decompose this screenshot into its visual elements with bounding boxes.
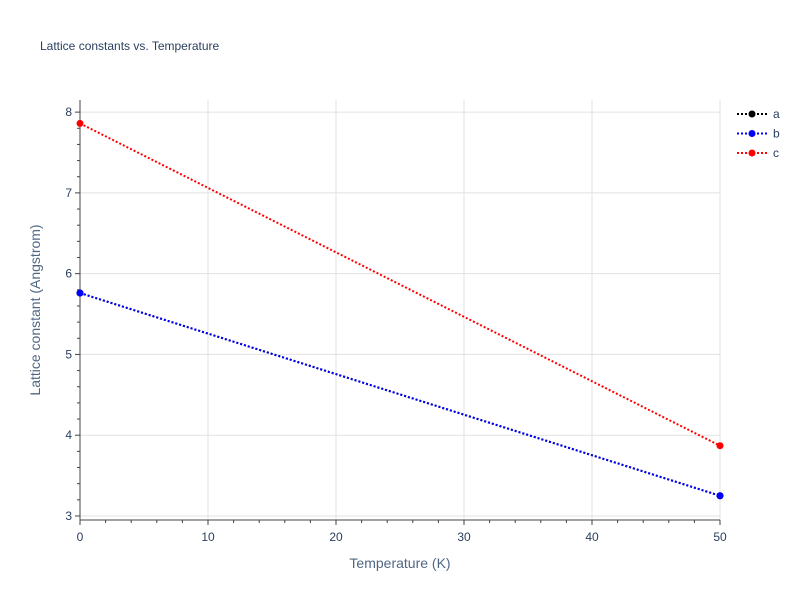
legend-marker-b (748, 130, 756, 137)
data-point-c-1[interactable] (716, 442, 724, 450)
x-axis-title: Temperature (K) (349, 555, 450, 571)
legend-item-a[interactable]: a (737, 107, 780, 121)
legend: abc (737, 107, 780, 160)
y-tick-label-1: 4 (65, 428, 72, 442)
y-tick-label-4: 7 (65, 186, 72, 200)
y-axis-title: Lattice constant (Angstrom) (27, 224, 43, 395)
series-line-c (79, 122, 721, 447)
legend-marker-a (748, 110, 756, 118)
data-point-c-0[interactable] (76, 119, 84, 127)
x-tick-label-3: 30 (457, 530, 471, 544)
x-tick-label-1: 10 (201, 530, 215, 544)
data-point-b-1[interactable] (716, 492, 724, 500)
x-tick-label-0: 0 (77, 530, 84, 544)
legend-item-b[interactable]: b (737, 127, 780, 141)
series-lines (76, 119, 724, 500)
chart-title: Lattice constants vs. Temperature (40, 39, 220, 53)
legend-label-c: c (773, 146, 779, 160)
y-tick-label-0: 3 (65, 509, 72, 523)
legend-item-c[interactable]: c (737, 146, 779, 160)
axes: 0 10 20 30 40 50 3 4 5 6 7 8 (65, 100, 727, 544)
legend-label-a: a (773, 107, 780, 121)
series-line-b (79, 292, 721, 497)
y-tick-label-3: 6 (65, 267, 72, 281)
legend-marker-c (748, 149, 756, 157)
x-tick-label-2: 20 (329, 530, 343, 544)
legend-label-b: b (773, 127, 780, 141)
series-b (76, 289, 724, 500)
y-tick-label-2: 5 (65, 347, 72, 361)
data-point-b-0[interactable] (76, 289, 84, 297)
grid (79, 100, 721, 520)
x-tick-label-4: 40 (585, 530, 599, 544)
y-tick-label-5: 8 (65, 105, 72, 119)
x-tick-label-5: 50 (713, 530, 727, 544)
series-c (76, 119, 724, 450)
series-a (76, 289, 724, 500)
